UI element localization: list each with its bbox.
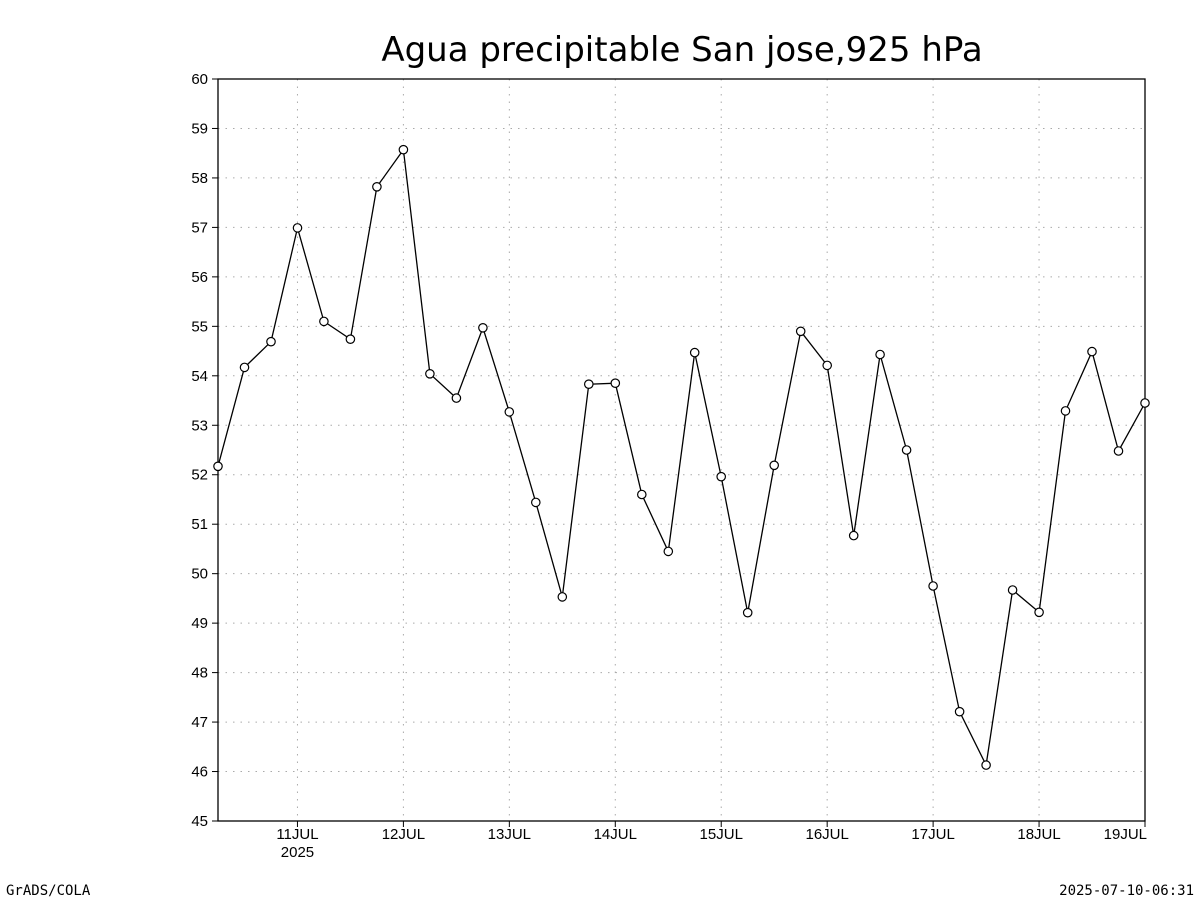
data-point <box>213 461 223 472</box>
data-point <box>530 497 541 508</box>
y-tick-label: 45 <box>191 813 208 830</box>
data-point <box>319 316 329 327</box>
data-point <box>610 378 621 388</box>
data-point <box>292 223 303 233</box>
data-point <box>451 393 462 403</box>
data-point <box>1113 446 1124 456</box>
chart-title: Agua precipitable San jose,925 hPa <box>381 30 982 70</box>
x-tick-sublabel: 2025 <box>281 844 314 861</box>
y-tick-label: 48 <box>191 665 208 682</box>
data-point <box>425 368 435 379</box>
y-tick-label: 60 <box>191 71 208 88</box>
data-point <box>981 760 991 770</box>
x-tick-label: 11JUL <box>276 826 318 843</box>
data-point <box>663 546 674 557</box>
data-point <box>1060 406 1071 416</box>
x-tick-label: 16JUL <box>805 826 848 843</box>
plot-frame <box>217 78 1146 822</box>
data-point <box>504 407 515 417</box>
data-point <box>848 530 859 541</box>
data-point <box>398 144 409 155</box>
data-point <box>557 592 568 602</box>
data-point <box>901 445 912 455</box>
data-point <box>689 347 700 358</box>
data-point <box>1087 346 1097 357</box>
x-tick-label: 13JUL <box>488 826 531 843</box>
x-tick-label: 14JUL <box>594 826 637 843</box>
data-point <box>875 349 885 360</box>
y-tick-label: 57 <box>191 219 208 236</box>
data-point <box>795 326 806 337</box>
data-point <box>239 362 250 373</box>
series-line <box>217 147 1146 768</box>
series-group <box>213 144 1150 770</box>
grid <box>218 79 1145 821</box>
x-tick-label: 12JUL <box>382 826 425 843</box>
data-point <box>372 182 382 192</box>
y-tick-label: 54 <box>191 368 208 385</box>
y-axis: 45 46 47 48 49 50 51 52 53 54 55 56 57 58 59 60 <box>191 71 218 830</box>
x-tick-label: 17JUL <box>911 826 954 843</box>
data-point <box>1007 585 1018 595</box>
data-point <box>716 471 726 482</box>
y-tick-label: 53 <box>191 417 208 434</box>
y-tick-label: 58 <box>191 170 208 187</box>
y-tick-label: 46 <box>191 764 208 781</box>
data-point <box>1034 607 1044 618</box>
y-tick-label: 56 <box>191 269 208 286</box>
data-point <box>928 581 938 591</box>
data-point <box>636 489 647 500</box>
data-point <box>583 379 594 389</box>
data-point <box>345 334 356 344</box>
x-tick-label: 15JUL <box>700 826 743 843</box>
y-tick-label: 52 <box>191 467 208 484</box>
data-point <box>1140 398 1150 408</box>
y-tick-label: 59 <box>191 120 208 137</box>
footer-left: GrADS/COLA <box>6 883 91 899</box>
data-point <box>769 460 779 471</box>
y-tick-label: 50 <box>191 566 208 583</box>
data-point <box>266 336 276 347</box>
footer-right: 2025-07-10-06:31 <box>1059 883 1194 899</box>
data-point <box>822 360 832 371</box>
data-point <box>742 607 753 618</box>
y-tick-label: 51 <box>191 516 208 533</box>
x-tick-label: 19JUL <box>1104 826 1147 843</box>
y-tick-label: 49 <box>191 615 208 632</box>
data-point <box>478 322 488 333</box>
data-point <box>954 706 965 717</box>
x-tick-label: 18JUL <box>1017 826 1060 843</box>
y-tick-label: 55 <box>191 318 208 335</box>
y-tick-label: 47 <box>191 714 208 731</box>
